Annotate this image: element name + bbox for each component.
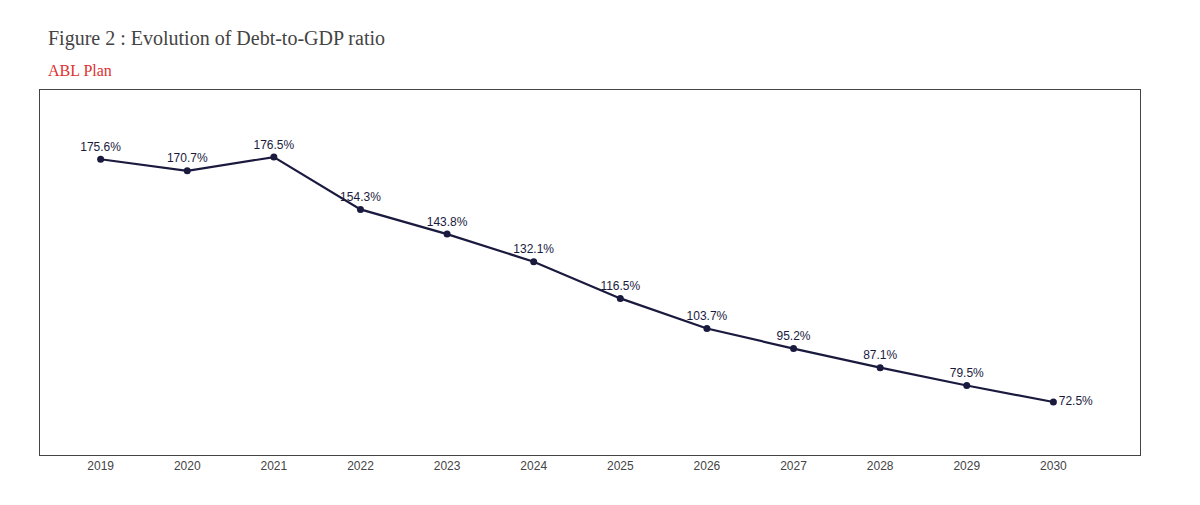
svg-text:175.6%: 175.6%: [80, 140, 121, 154]
svg-text:2021: 2021: [261, 459, 288, 473]
svg-text:2020: 2020: [174, 459, 201, 473]
svg-text:95.2%: 95.2%: [777, 329, 811, 343]
svg-text:Figure 2 : Evolution of Debt-t: Figure 2 : Evolution of Debt-to-GDP rati…: [48, 27, 385, 50]
svg-text:2023: 2023: [434, 459, 461, 473]
svg-text:154.3%: 154.3%: [340, 190, 381, 204]
svg-text:2029: 2029: [953, 459, 980, 473]
svg-text:72.5%: 72.5%: [1059, 394, 1093, 408]
svg-text:87.1%: 87.1%: [863, 348, 897, 362]
svg-text:132.1%: 132.1%: [513, 242, 554, 256]
svg-text:2019: 2019: [87, 459, 114, 473]
svg-text:2027: 2027: [780, 459, 807, 473]
svg-text:2028: 2028: [867, 459, 894, 473]
svg-text:2024: 2024: [520, 459, 547, 473]
svg-text:ABL Plan: ABL Plan: [48, 62, 112, 79]
svg-text:143.8%: 143.8%: [427, 215, 468, 229]
svg-text:103.7%: 103.7%: [687, 309, 728, 323]
svg-text:116.5%: 116.5%: [600, 279, 640, 293]
svg-text:2022: 2022: [347, 459, 374, 473]
svg-text:2025: 2025: [607, 459, 634, 473]
svg-text:2030: 2030: [1040, 459, 1067, 473]
svg-text:170.7%: 170.7%: [167, 151, 208, 165]
svg-text:2026: 2026: [694, 459, 721, 473]
svg-text:79.5%: 79.5%: [950, 366, 984, 380]
svg-text:176.5%: 176.5%: [254, 138, 295, 152]
